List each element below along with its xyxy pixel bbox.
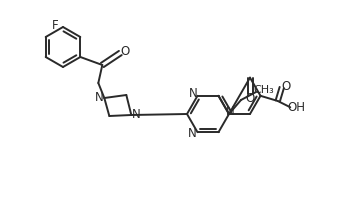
- Text: O: O: [121, 44, 130, 57]
- Text: N: N: [226, 105, 234, 117]
- Text: N: N: [188, 127, 197, 140]
- Text: OH: OH: [287, 101, 305, 114]
- Text: N: N: [95, 91, 104, 103]
- Text: CH₃: CH₃: [254, 85, 274, 95]
- Text: O: O: [245, 92, 255, 105]
- Text: N: N: [189, 87, 198, 100]
- Text: F: F: [52, 18, 58, 32]
- Text: N: N: [132, 107, 141, 121]
- Text: O: O: [281, 80, 290, 93]
